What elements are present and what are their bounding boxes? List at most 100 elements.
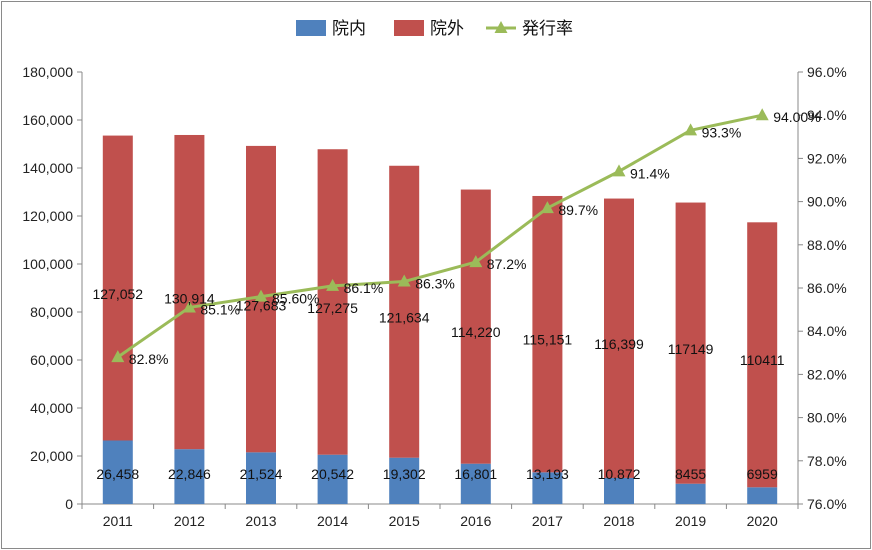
y2-tick-label: 92.0%: [807, 150, 847, 166]
label-rate: 87.2%: [487, 256, 527, 272]
bar-innai: [675, 483, 706, 504]
label-ingai: 127,275: [307, 300, 358, 316]
y2-tick-label: 84.0%: [807, 323, 847, 339]
rate-line-path: [116, 113, 763, 359]
label-innai: 26,458: [96, 466, 139, 482]
y2-tick-label: 80.0%: [807, 410, 847, 426]
rate-point-marker: [326, 278, 340, 291]
y-tick-label: 40,000: [30, 400, 73, 416]
label-innai: 6959: [747, 466, 778, 482]
axes: 0 20,000 40,000 60,000 80,000 100,000 120,000 1…: [22, 64, 846, 529]
legend-label: 院外: [430, 19, 464, 39]
y-tick-label: 180,000: [22, 64, 73, 80]
bar-ingai: [460, 189, 491, 464]
bar-innai: [102, 440, 133, 504]
rate-line: [111, 108, 769, 363]
bar-ingai: [174, 134, 205, 450]
bar-innai: [604, 477, 634, 504]
x-tick-label: 2013: [245, 513, 276, 529]
label-ingai: 116,399: [594, 336, 644, 352]
y-tick-label: 140,000: [22, 160, 73, 176]
x-tick-label: 2012: [174, 513, 205, 529]
bars: [102, 134, 778, 504]
bar-ingai: [102, 135, 133, 441]
y2-tick-label: 76.0%: [807, 496, 847, 512]
y2-tick-label: 96.0%: [807, 64, 847, 80]
bar-innai: [317, 454, 348, 504]
legend-label: 院内: [332, 19, 366, 39]
rate-point-marker: [111, 350, 125, 363]
x-tick-label: 2015: [389, 513, 420, 529]
label-rate: 85.60%: [272, 291, 319, 307]
y-tick-label: 80,000: [30, 304, 73, 320]
rate-point-marker: [182, 300, 196, 313]
x-tick-label: 2019: [675, 513, 706, 529]
x-tick-label: 2016: [460, 513, 491, 529]
rate-point-marker: [397, 274, 411, 287]
label-ingai: 114,220: [451, 324, 501, 340]
y2-tick-label: 82.0%: [807, 366, 847, 382]
label-ingai: 110411: [740, 352, 785, 368]
bar-innai: [747, 487, 778, 504]
x-tick-label: 2011: [103, 513, 133, 529]
label-innai: 19,302: [383, 466, 426, 482]
bar-innai: [246, 452, 276, 504]
y-tick-label: 20,000: [30, 448, 73, 464]
y-tick-label: 0: [65, 496, 73, 512]
bar-innai: [174, 449, 205, 504]
rate-point-marker: [755, 108, 769, 121]
label-rate: 85.1%: [200, 301, 240, 317]
legend-label: 発行率: [522, 19, 573, 39]
label-ingai: 115,151: [523, 332, 573, 348]
bar-ingai: [389, 165, 420, 458]
bar-ingai: [675, 202, 706, 484]
label-innai: 10,872: [598, 466, 641, 482]
y2-tick-label: 94.0%: [807, 107, 847, 123]
legend-swatch: [296, 20, 326, 36]
y-tick-label: 160,000: [22, 112, 73, 128]
label-ingai: 127,683: [236, 297, 287, 313]
label-rate: 93.3%: [702, 124, 742, 140]
label-innai: 13,193: [526, 466, 569, 482]
label-innai: 8455: [675, 466, 706, 482]
rate-point-marker: [612, 164, 626, 177]
label-ingai: 117149: [668, 341, 714, 357]
label-ingai: 130,914: [164, 290, 215, 306]
label-innai: 22,846: [168, 466, 211, 482]
rate-point-marker: [254, 289, 268, 302]
bar-ingai: [532, 195, 563, 473]
y2-tick-label: 90.0%: [807, 194, 847, 210]
x-tick-label: 2020: [747, 513, 778, 529]
label-innai: 21,524: [240, 466, 283, 482]
rate-point-marker: [684, 123, 698, 136]
label-rate: 89.7%: [558, 202, 598, 218]
y2-tick-label: 86.0%: [807, 280, 847, 296]
bar-innai: [460, 463, 491, 504]
y-tick-label: 100,000: [22, 256, 73, 272]
legend-marker: [494, 21, 508, 33]
label-ingai: 127,052: [92, 286, 143, 302]
legend-swatch: [394, 20, 424, 36]
label-innai: 16,801: [454, 466, 497, 482]
bar-ingai: [317, 149, 348, 455]
rate-point-marker: [540, 201, 554, 214]
legend: 院内 院外 発行率: [296, 19, 573, 39]
rate-point-marker: [469, 255, 483, 268]
bar-ingai: [747, 222, 778, 488]
label-rate: 82.8%: [129, 351, 169, 367]
x-tick-label: 2018: [603, 513, 634, 529]
label-rate: 91.4%: [630, 165, 670, 181]
y-tick-label: 120,000: [22, 208, 73, 224]
label-ingai: 121,634: [379, 310, 430, 326]
x-tick-label: 2014: [317, 513, 348, 529]
x-tick-label: 2017: [532, 513, 563, 529]
y2-tick-label: 88.0%: [807, 237, 847, 253]
y2-tick-label: 78.0%: [807, 453, 847, 469]
bar-innai: [389, 457, 420, 504]
label-innai: 20,542: [311, 466, 354, 482]
label-rate: 94.00%: [773, 109, 820, 125]
label-rate: 86.3%: [415, 276, 455, 292]
